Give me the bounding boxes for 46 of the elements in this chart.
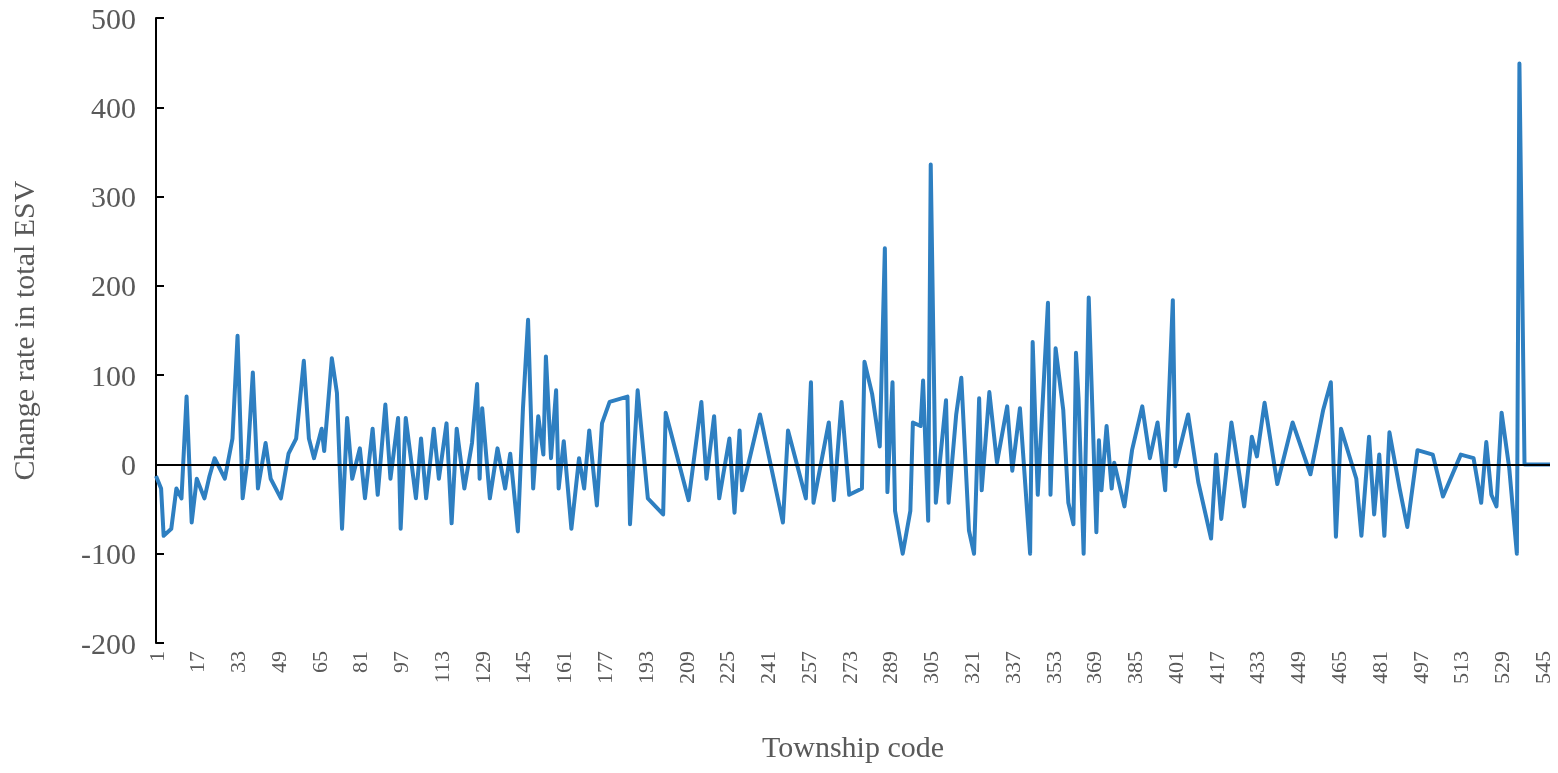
y-tick-label: 100	[91, 358, 136, 392]
x-tick-label: 369	[1081, 651, 1107, 684]
x-tick-label: 65	[306, 651, 332, 673]
x-tick-label: 449	[1285, 651, 1311, 684]
x-tick-label: 113	[428, 651, 454, 684]
x-axis-title: Township code	[761, 729, 945, 763]
y-tick-label: 500	[91, 1, 136, 35]
x-tick-label: 385	[1122, 651, 1148, 684]
x-tick-label: 177	[592, 651, 618, 684]
x-tick-label: 193	[632, 651, 658, 684]
y-axis-title: Change rate in total ESV	[6, 180, 40, 481]
x-tick-label: 129	[469, 651, 495, 684]
x-tick-label: 209	[673, 651, 699, 684]
x-tick-label: 161	[551, 651, 577, 684]
line-series	[154, 61, 1552, 556]
x-tick-label: 257	[795, 651, 821, 684]
y-tick-label: 300	[91, 180, 136, 214]
x-tick-label: 513	[1448, 651, 1474, 684]
x-tick-label: 433	[1244, 651, 1270, 684]
y-tick-label: -100	[81, 537, 136, 571]
x-tick-label: 225	[714, 651, 740, 684]
x-tick-label: 145	[510, 651, 536, 684]
x-tick-label: 353	[1040, 651, 1066, 684]
x-tick-label: 305	[918, 651, 944, 684]
x-tick-label: 97	[388, 651, 414, 673]
x-tick-label: 241	[755, 651, 781, 684]
x-tick-label: 81	[347, 651, 373, 673]
x-tick-label: 321	[959, 651, 984, 684]
x-tick-label: 497	[1407, 651, 1433, 684]
y-tick-label: 200	[91, 269, 136, 303]
y-tick-label: 400	[91, 90, 136, 124]
x-tick-label: 529	[1489, 651, 1515, 684]
x-tick-label: 401	[1162, 651, 1188, 684]
x-tick-label: 33	[225, 651, 251, 673]
y-tick-label: 0	[121, 447, 136, 481]
x-tick-label: 273	[836, 651, 862, 684]
y-tick-label: -200	[81, 626, 136, 660]
x-tick-label: 545	[1529, 651, 1555, 684]
x-tick-label: 465	[1325, 651, 1351, 684]
x-tick-label: 1	[143, 651, 169, 662]
x-tick-label: 49	[265, 651, 291, 673]
x-tick-label: 17	[184, 651, 210, 673]
x-tick-label: 289	[877, 651, 903, 684]
x-tick-label: 481	[1366, 651, 1392, 684]
x-tick-label: 417	[1203, 651, 1229, 684]
x-tick-label: 337	[999, 651, 1025, 684]
